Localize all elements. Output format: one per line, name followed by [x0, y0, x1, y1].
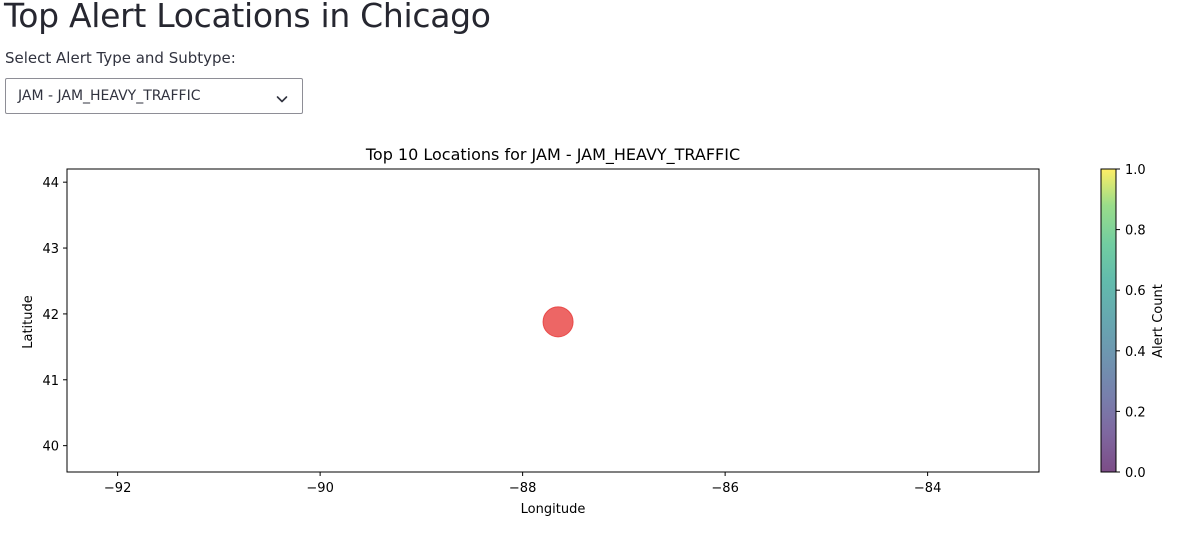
y-tick-label: 40 — [42, 440, 59, 455]
scatter-chart: Top 10 Locations for JAM - JAM_HEAVY_TRA… — [21, 145, 1166, 517]
x-axis-label: Longitude — [521, 502, 586, 517]
alert-type-select-label: Select Alert Type and Subtype: — [5, 49, 236, 67]
colorbar-tick-label: 0.0 — [1125, 466, 1146, 481]
colorbar-label: Alert Count — [1151, 284, 1166, 358]
colorbar-gradient — [1101, 169, 1116, 472]
x-tick-label: −92 — [104, 481, 131, 496]
x-tick-label: −86 — [711, 481, 738, 496]
y-tick-label: 42 — [42, 308, 59, 323]
colorbar-tick-label: 1.0 — [1125, 163, 1146, 178]
colorbar-tick-label: 0.4 — [1125, 345, 1146, 360]
y-tick-label: 43 — [42, 242, 59, 257]
chevron-down-icon[interactable] — [276, 90, 288, 103]
y-axis-label: Latitude — [21, 295, 36, 349]
page-title: Top Alert Locations in Chicago — [4, 0, 491, 35]
plot-frame — [66, 168, 1040, 473]
x-tick-label: −88 — [509, 481, 536, 496]
colorbar: 0.0 0.2 0.4 0.6 0.8 1.0 — [1100, 163, 1146, 481]
y-tick-label: 41 — [42, 374, 59, 389]
plot-area: −92 −90 −88 −86 −84 40 41 42 43 44 — [42, 168, 1040, 496]
x-tick-label: −90 — [306, 481, 333, 496]
alert-type-select[interactable]: JAM - JAM_HEAVY_TRAFFIC — [5, 78, 303, 114]
colorbar-frame — [1100, 168, 1117, 473]
y-tick-label: 44 — [42, 176, 59, 191]
alert-type-select-value: JAM - JAM_HEAVY_TRAFFIC — [18, 88, 201, 104]
chart-title: Top 10 Locations for JAM - JAM_HEAVY_TRA… — [365, 145, 740, 165]
colorbar-tick-label: 0.6 — [1125, 284, 1146, 299]
x-tick-label: −84 — [914, 481, 941, 496]
colorbar-tick-label: 0.8 — [1125, 224, 1146, 239]
data-point-0 — [542, 306, 574, 338]
colorbar-tick-label: 0.2 — [1125, 405, 1146, 420]
